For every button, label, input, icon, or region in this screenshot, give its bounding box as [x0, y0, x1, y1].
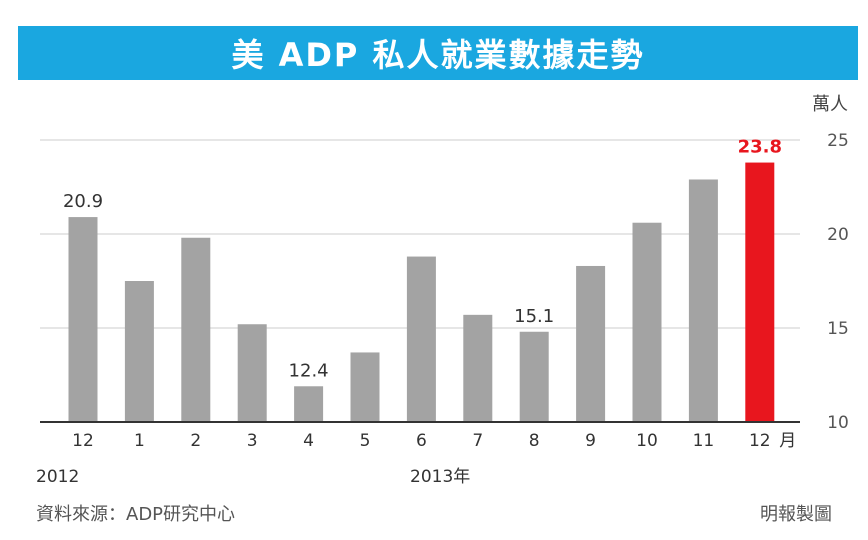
x-tick-label: 12	[72, 431, 94, 451]
x-tick-label: 3	[247, 431, 258, 451]
year-label: 2013年	[410, 467, 470, 487]
y-tick-label: 15	[827, 319, 849, 339]
bar	[350, 352, 380, 422]
bar	[68, 217, 98, 422]
bar	[463, 314, 493, 422]
bar	[406, 256, 436, 422]
y-tick-label: 20	[827, 225, 849, 245]
x-tick-label: 11	[693, 431, 715, 451]
source-note: 資料來源：ADP研究中心	[36, 504, 236, 525]
x-tick-label: 10	[636, 431, 658, 451]
bar	[519, 331, 549, 422]
highlight-bar	[745, 162, 775, 422]
year-label: 2012	[36, 467, 79, 487]
data-label: 20.9	[63, 191, 103, 212]
bar	[632, 222, 662, 422]
x-tick-label: 2	[190, 431, 201, 451]
data-label: 12.4	[289, 360, 329, 381]
x-tick-label: 12	[749, 431, 771, 451]
data-label: 15.1	[514, 306, 554, 327]
credit-note: 明報製圖	[760, 504, 832, 525]
x-tick-label: 7	[472, 431, 483, 451]
x-tick-label: 5	[360, 431, 371, 451]
bar	[124, 281, 154, 422]
x-tick-label: 6	[416, 431, 427, 451]
bar	[181, 237, 211, 422]
y-tick-label: 10	[827, 413, 849, 433]
x-tick-label: 8	[529, 431, 540, 451]
x-tick-label: 4	[303, 431, 314, 451]
chart-title: 美 ADP 私人就業數據走勢	[231, 36, 645, 74]
y-tick-label: 25	[827, 131, 849, 151]
bar	[576, 265, 606, 422]
highlight-data-label: 23.8	[738, 137, 782, 158]
x-tick-label: 9	[585, 431, 596, 451]
bar	[237, 324, 267, 422]
bar	[294, 386, 324, 422]
bar	[688, 179, 718, 422]
chart-title-bar: 美 ADP 私人就業數據走勢	[18, 26, 858, 80]
x-unit-label: 月	[779, 431, 796, 451]
x-tick-label: 1	[134, 431, 145, 451]
y-unit-label: 萬人	[812, 94, 848, 115]
